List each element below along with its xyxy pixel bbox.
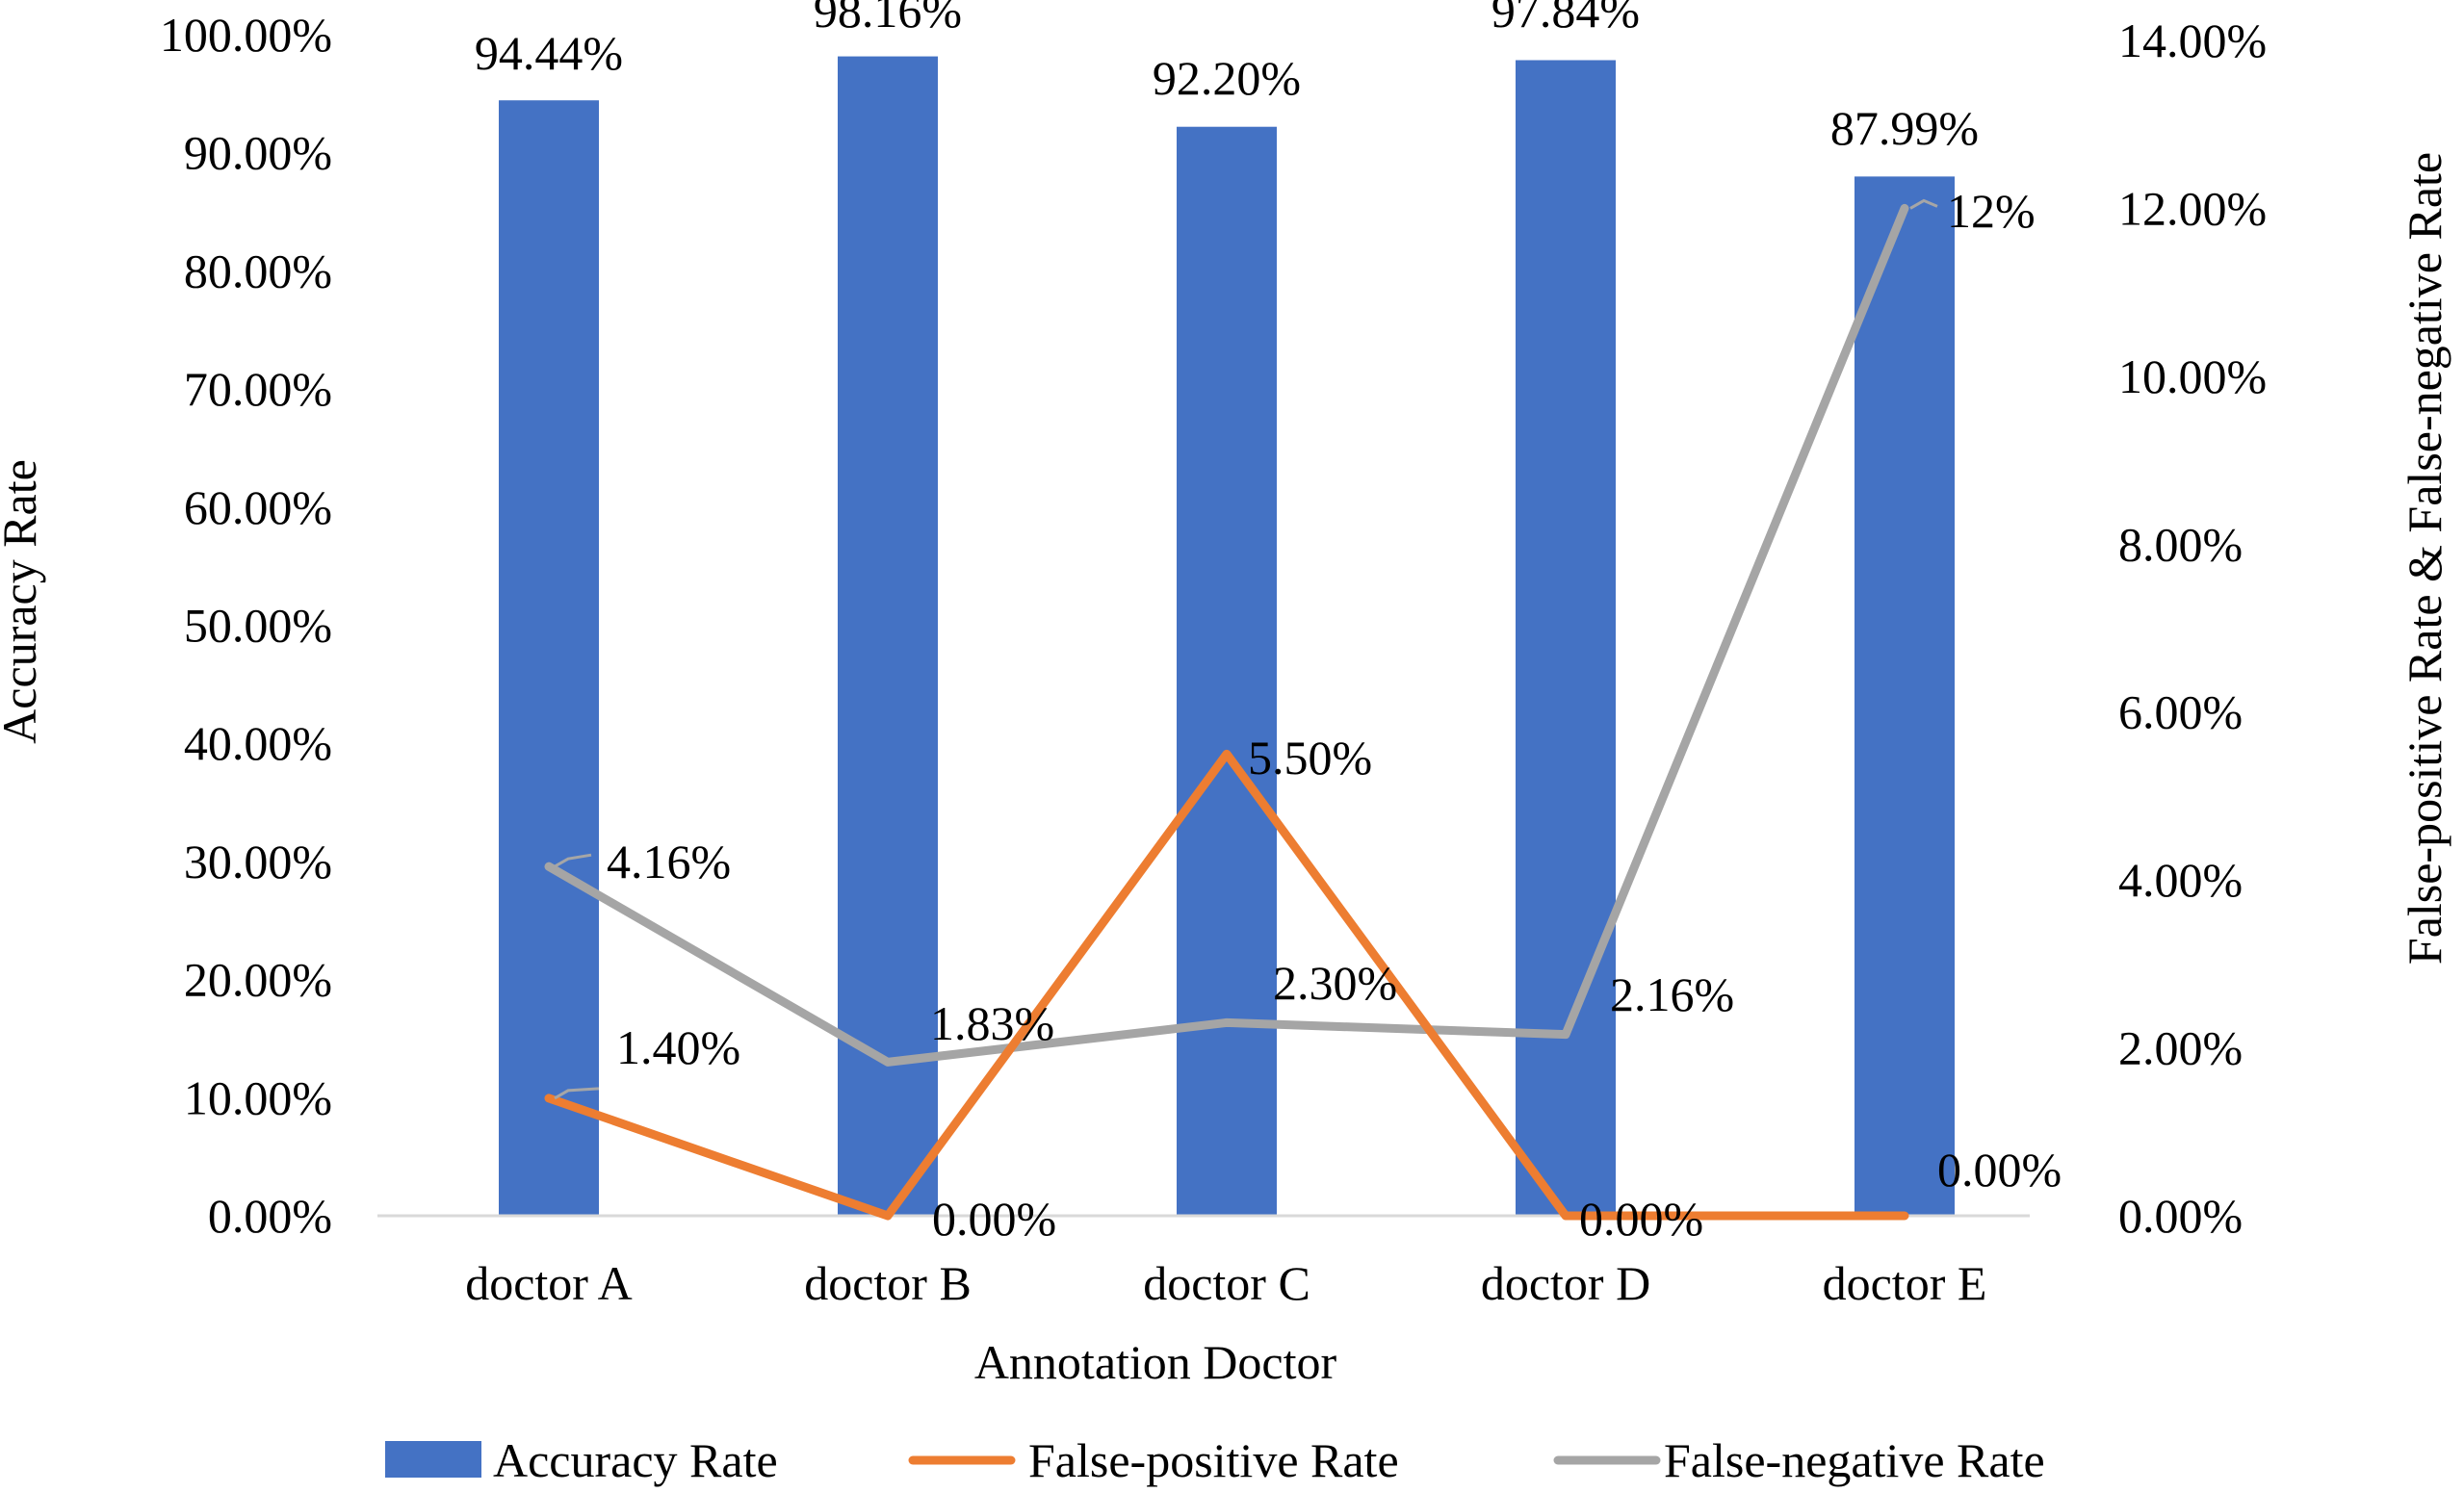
x-tick-3: doctor C xyxy=(1143,1256,1310,1310)
leader-line-false-negative-5 xyxy=(1909,198,1938,210)
x-tick-4: doctor D xyxy=(1481,1256,1650,1310)
y-left-tick-7: 70.00% xyxy=(184,362,332,416)
bar-accuracy-2 xyxy=(838,56,938,1217)
y-right-tick-5: 10.00% xyxy=(2118,349,2267,403)
y-left-tick-1: 10.00% xyxy=(184,1070,332,1124)
bar-accuracy-4 xyxy=(1516,60,1616,1217)
data-label-accuracy-2: 98.16% xyxy=(814,0,962,38)
data-label-false-negative-2: 1.83% xyxy=(930,996,1054,1050)
data-label-false-negative-3: 2.30% xyxy=(1273,956,1397,1010)
x-tick-2: doctor B xyxy=(804,1256,972,1310)
y-right-tick-4: 8.00% xyxy=(2118,517,2243,571)
bar-accuracy-3 xyxy=(1177,126,1277,1216)
data-label-false-positive-5: 0.00% xyxy=(1937,1143,2062,1197)
y-right-tick-7: 14.00% xyxy=(2118,13,2267,67)
data-label-false-negative-5: 12% xyxy=(1947,184,2036,238)
y-left-tick-9: 90.00% xyxy=(184,126,332,180)
line-false-negative xyxy=(544,203,1909,1067)
labels-layer: 94.44% 98.16% 92.20% 97.84% 87.99% 1.40% 0.00%… xyxy=(475,0,2062,1246)
y-axis-right-title: False-positive Rate & False-negative Rat… xyxy=(2398,152,2451,965)
data-label-false-positive-3: 5.50% xyxy=(1248,731,1372,785)
legend: Accuracy Rate False-positive Rate False-ne… xyxy=(385,1433,2045,1487)
y-left-tick-0: 0.00% xyxy=(208,1189,332,1243)
legend-swatch-accuracy-rate xyxy=(385,1441,481,1478)
legend-label-false-negative-rate: False-negative Rate xyxy=(1664,1433,2045,1487)
data-label-accuracy-4: 97.84% xyxy=(1491,0,1640,38)
data-label-accuracy-3: 92.20% xyxy=(1153,51,1301,105)
y-left-tick-10: 100.00% xyxy=(160,8,332,62)
lines-layer xyxy=(544,203,1909,1221)
leader-line-false-negative-1 xyxy=(554,853,592,868)
y-left-tick-6: 60.00% xyxy=(184,480,332,534)
bar-accuracy-1 xyxy=(499,100,599,1217)
y-right-tick-1: 2.00% xyxy=(2118,1021,2243,1075)
y-left-tick-3: 30.00% xyxy=(184,835,332,888)
legend-label-accuracy-rate: Accuracy Rate xyxy=(493,1433,778,1487)
legend-label-false-positive-rate: False-positive Rate xyxy=(1028,1433,1399,1487)
y-right-tick-2: 4.00% xyxy=(2118,853,2243,907)
y-right-tick-6: 12.00% xyxy=(2118,181,2267,235)
leader-line-false-positive-1 xyxy=(554,1087,600,1100)
bars-layer xyxy=(499,56,1955,1217)
data-label-false-positive-2: 0.00% xyxy=(932,1192,1056,1246)
y-left-tick-4: 40.00% xyxy=(184,716,332,770)
y-axis-left-title: Accuracy Rate xyxy=(0,459,46,744)
data-label-false-negative-4: 2.16% xyxy=(1610,967,1734,1021)
x-axis-title: Annotation Doctor xyxy=(974,1335,1337,1389)
x-tick-5: doctor E xyxy=(1823,1256,1987,1310)
data-label-false-negative-1: 4.16% xyxy=(607,835,731,888)
line-false-positive xyxy=(544,749,1909,1221)
y-right-tick-0: 0.00% xyxy=(2118,1189,2243,1243)
data-label-false-positive-4: 0.00% xyxy=(1579,1192,1703,1246)
x-tick-1: doctor A xyxy=(465,1256,633,1310)
y-right-tick-3: 6.00% xyxy=(2118,685,2243,739)
data-label-accuracy-5: 87.99% xyxy=(1830,101,1979,155)
ticks-layer: 0.00% 10.00% 20.00% 30.00% 40.00% 50.00% 60.00… xyxy=(160,8,2267,1310)
y-left-tick-5: 50.00% xyxy=(184,599,332,653)
bar-accuracy-5 xyxy=(1854,176,1955,1217)
y-left-tick-8: 80.00% xyxy=(184,244,332,297)
data-label-false-positive-1: 1.40% xyxy=(616,1020,740,1074)
y-left-tick-2: 20.00% xyxy=(184,953,332,1007)
data-label-accuracy-1: 94.44% xyxy=(475,26,623,80)
